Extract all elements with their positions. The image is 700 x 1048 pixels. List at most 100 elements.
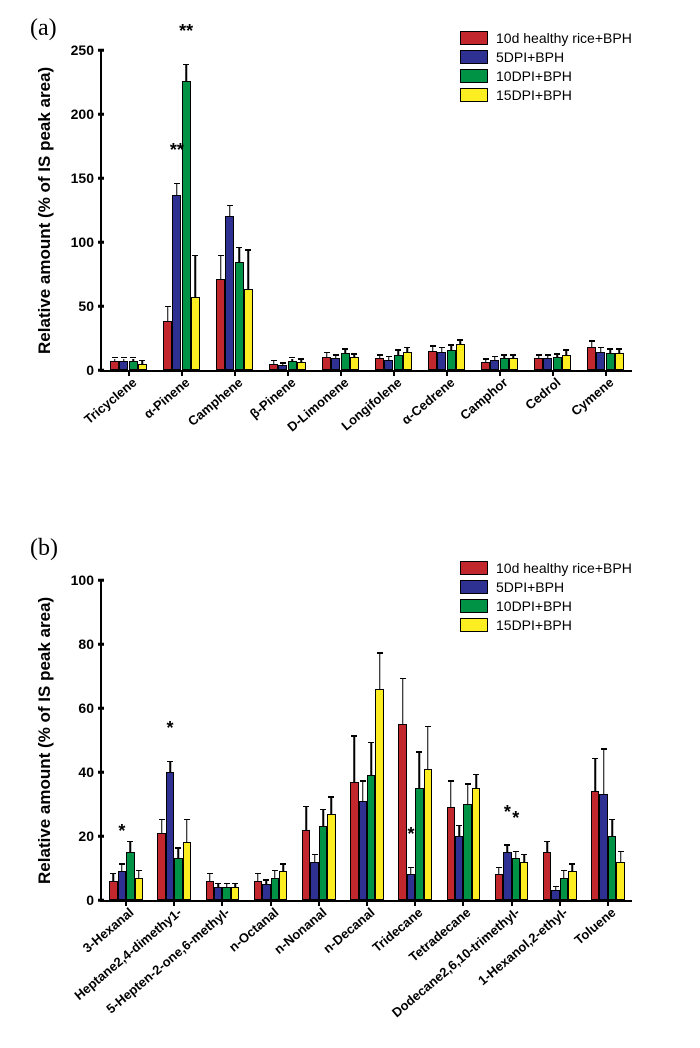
bar [512, 858, 520, 900]
legend-label: 10d healthy rice+BPH [496, 560, 632, 576]
legend-swatch [460, 69, 488, 83]
legend-item: 10DPI+BPH [460, 68, 632, 84]
bar [503, 852, 511, 900]
bar [271, 878, 279, 900]
legend-swatch [460, 618, 488, 632]
bar [447, 807, 455, 900]
bar [463, 804, 471, 900]
bar [327, 814, 335, 900]
bar [375, 358, 384, 370]
y-axis-label: Relative amount (% of IS peak area) [35, 597, 55, 884]
legend-item: 15DPI+BPH [460, 87, 632, 103]
bar [587, 347, 596, 370]
bar [310, 862, 318, 900]
bar [472, 788, 480, 900]
bar [129, 361, 138, 370]
legend-swatch [460, 599, 488, 613]
bar [543, 852, 551, 900]
bar [319, 826, 327, 900]
bar [302, 830, 310, 900]
y-tick: 60 [78, 700, 102, 716]
y-tick: 100 [71, 234, 102, 250]
bar [384, 360, 393, 370]
bar [288, 361, 297, 370]
bar [424, 769, 432, 900]
legend-label: 10d healthy rice+BPH [496, 30, 632, 46]
legend-item: 10d healthy rice+BPH [460, 30, 632, 46]
bar [157, 833, 165, 900]
legend-swatch [460, 31, 488, 45]
bar [367, 775, 375, 900]
bar [214, 887, 222, 900]
legend-label: 15DPI+BPH [496, 617, 572, 633]
significance-mark: ** [170, 140, 184, 161]
legend-swatch [460, 580, 488, 594]
significance-mark: * [407, 824, 414, 845]
bar [166, 772, 174, 900]
bar [341, 353, 350, 370]
bar [596, 352, 605, 370]
bar [279, 871, 287, 900]
legend-swatch [460, 561, 488, 575]
bar [568, 871, 576, 900]
legend-item: 5DPI+BPH [460, 579, 632, 595]
bar [163, 321, 172, 370]
bar [398, 724, 406, 900]
significance-mark: * [167, 718, 174, 739]
legend-label: 5DPI+BPH [496, 49, 564, 65]
bar [222, 887, 230, 900]
bar [109, 881, 117, 900]
bar [606, 353, 615, 370]
y-tick: 200 [71, 106, 102, 122]
panel-label: (a) [30, 15, 57, 42]
bar [225, 216, 234, 370]
bar [375, 689, 383, 900]
bar [562, 355, 571, 370]
bar [428, 351, 437, 370]
bar [350, 782, 358, 900]
bar [322, 357, 331, 370]
bar [172, 195, 181, 370]
bar [138, 364, 147, 370]
bar [551, 890, 559, 900]
y-tick: 0 [86, 362, 102, 378]
legend-item: 5DPI+BPH [460, 49, 632, 65]
bar [455, 836, 463, 900]
bar [262, 884, 270, 900]
legend-label: 10DPI+BPH [496, 598, 572, 614]
significance-mark: * [512, 808, 519, 829]
legend-swatch [460, 50, 488, 64]
bar [278, 365, 287, 370]
bar [599, 794, 607, 900]
bar [481, 362, 490, 370]
bar [206, 881, 214, 900]
bar [191, 297, 200, 370]
bar [235, 262, 244, 370]
bar [456, 344, 465, 370]
legend-label: 15DPI+BPH [496, 87, 572, 103]
y-tick: 250 [71, 42, 102, 58]
bar [608, 836, 616, 900]
y-tick: 50 [78, 298, 102, 314]
bar [447, 350, 456, 370]
bar [509, 358, 518, 370]
bar [231, 887, 239, 900]
bar [560, 878, 568, 900]
bar [437, 352, 446, 370]
y-tick: 20 [78, 828, 102, 844]
bar [553, 357, 562, 370]
bar [254, 881, 262, 900]
figure: (a)050100150200250Tricycleneα-PineneCamp… [0, 0, 700, 1048]
bar [174, 858, 182, 900]
y-tick: 80 [78, 636, 102, 652]
y-tick: 100 [71, 572, 102, 588]
bar [616, 862, 624, 900]
bar [543, 358, 552, 370]
bar [216, 279, 225, 370]
bar [403, 352, 412, 370]
legend-label: 5DPI+BPH [496, 579, 564, 595]
bar [244, 289, 253, 370]
bar [297, 362, 306, 370]
bar [182, 81, 191, 370]
bar [135, 878, 143, 900]
